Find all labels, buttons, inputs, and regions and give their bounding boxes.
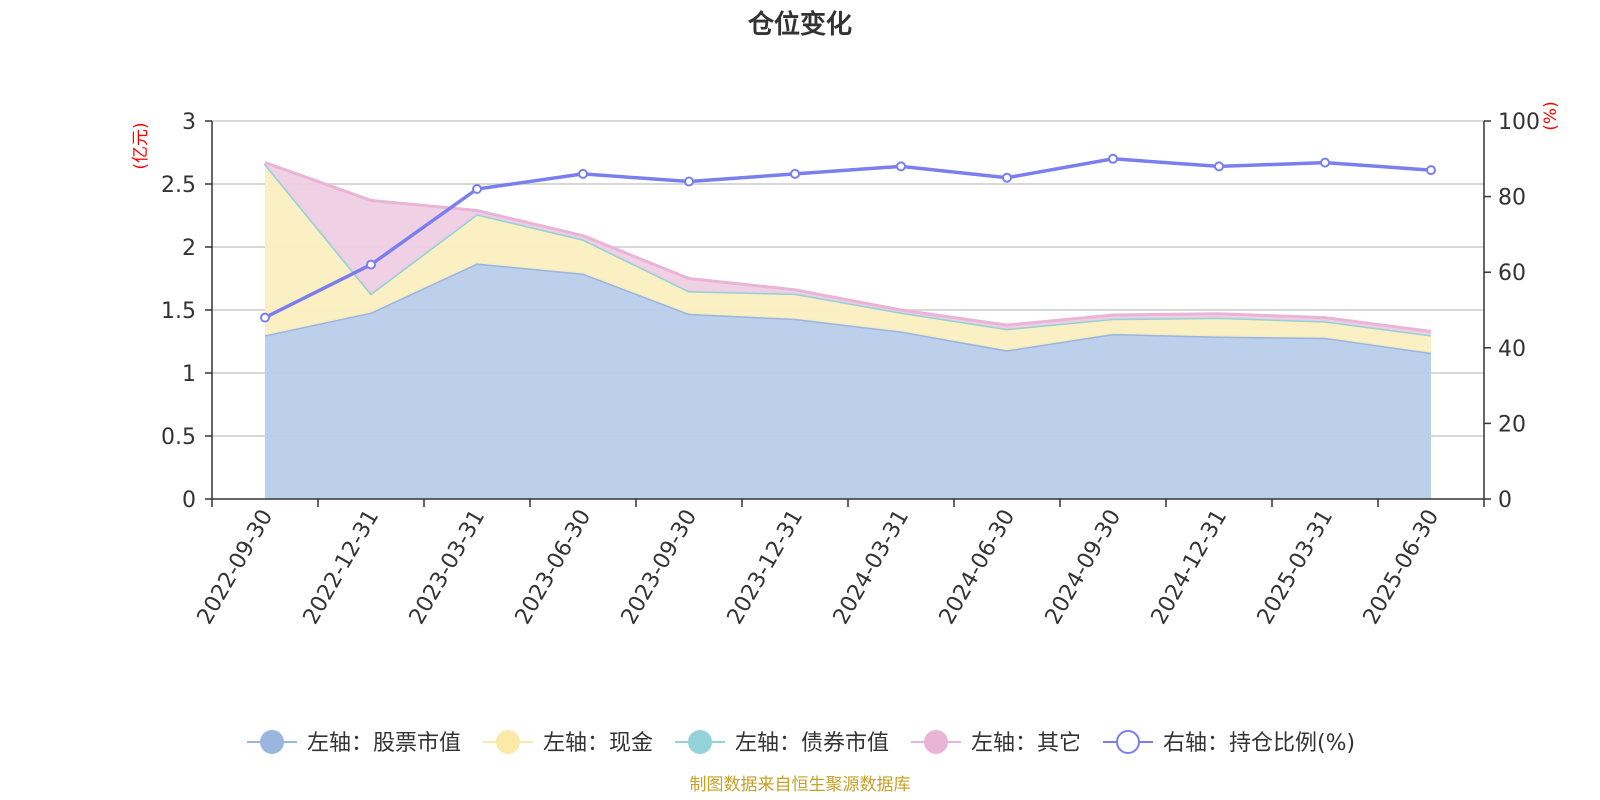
legend-label: 左轴：现金: [543, 731, 653, 756]
x-axis-tick-label: 2023-12-31: [723, 506, 809, 629]
x-axis-tick-label: 2023-06-30: [511, 506, 597, 629]
legend-item-4: 右轴：持仓比例(%): [1103, 730, 1355, 756]
ratio-point: [578, 168, 588, 179]
area-series-0: [265, 263, 1431, 499]
legend-marker: [1116, 730, 1140, 754]
right-axis-tick-label: 80: [1498, 186, 1526, 211]
chart-title: 仓位变化: [747, 9, 852, 40]
left-axis-tick-label: 0.5: [161, 425, 196, 450]
ratio-point: [260, 312, 270, 323]
legend-marker: [496, 730, 520, 754]
left-axis-tick-label: 0: [182, 488, 196, 513]
area-edge-series-0: [264, 261, 1432, 355]
right-axis-tick-label: 60: [1498, 261, 1526, 286]
legend-marker: [260, 730, 284, 754]
ratio-point: [1214, 161, 1224, 172]
ratio-point: [366, 259, 376, 270]
legend-marker: [924, 730, 948, 754]
legend-label: 左轴：股票市值: [307, 731, 461, 756]
x-axis-tick-label: 2025-03-31: [1253, 506, 1339, 629]
legend: 左轴：股票市值 左轴：现金 左轴：债券市值 左轴：其它 右轴：持仓比例(%): [247, 730, 1355, 756]
holding-ratio-line: [260, 153, 1436, 323]
legend-item-1: 左轴：现金: [483, 730, 653, 756]
left-axis-unit: (亿元): [131, 122, 151, 169]
legend-item-3: 左轴：其它: [911, 730, 1081, 756]
x-axis-tick-label: 2023-09-30: [617, 506, 703, 629]
x-axis-tick-label: 2024-03-31: [829, 506, 915, 629]
area-series-1: [265, 163, 1431, 353]
legend-label: 左轴：债券市值: [735, 731, 889, 756]
ratio-point: [472, 184, 482, 194]
ratio-point: [1002, 172, 1012, 183]
legend-label: 右轴：持仓比例(%): [1163, 731, 1355, 756]
x-axis-tick-label: 2024-12-31: [1147, 506, 1233, 629]
ratio-point: [790, 168, 800, 179]
right-axis-tick-label: 20: [1498, 412, 1526, 437]
left-axis-tick-label: 3: [182, 110, 196, 135]
ratio-line-path: [264, 157, 1432, 320]
right-axis-tick-label: 40: [1498, 337, 1526, 362]
right-axis-unit: (%): [1541, 101, 1561, 130]
x-axis-tick-label: 2023-03-31: [405, 506, 491, 629]
x-axis-tick-label: 2024-09-30: [1041, 506, 1127, 629]
ratio-point: [684, 176, 694, 187]
right-axis-tick-label: 100: [1498, 110, 1540, 135]
stacked-areas: [263, 161, 1432, 499]
ratio-point: [1320, 157, 1330, 168]
source-note: 制图数据来自恒生聚源数据库: [690, 775, 911, 795]
left-axis-tick-label: 2: [182, 236, 196, 261]
x-axis-tick-label: 2022-09-30: [193, 506, 279, 629]
ratio-point: [1108, 153, 1118, 164]
ratio-point: [896, 161, 906, 172]
legend-label: 左轴：其它: [971, 731, 1081, 756]
right-axis-tick-label: 0: [1498, 488, 1512, 513]
x-axis-tick-label: 2024-06-30: [935, 506, 1021, 629]
left-axis-tick-label: 2.5: [161, 173, 196, 198]
x-axis-tick-label: 2025-06-30: [1359, 506, 1445, 629]
legend-marker: [688, 730, 712, 754]
left-axis-tick-label: 1.5: [161, 299, 196, 324]
legend-item-0: 左轴：股票市值: [247, 730, 461, 756]
area-edge-series-3: [264, 161, 1432, 333]
left-axis-tick-label: 1: [182, 362, 196, 387]
ratio-point: [1426, 165, 1436, 176]
x-axis-tick-label: 2022-12-31: [299, 506, 385, 629]
legend-item-2: 左轴：债券市值: [675, 730, 889, 756]
